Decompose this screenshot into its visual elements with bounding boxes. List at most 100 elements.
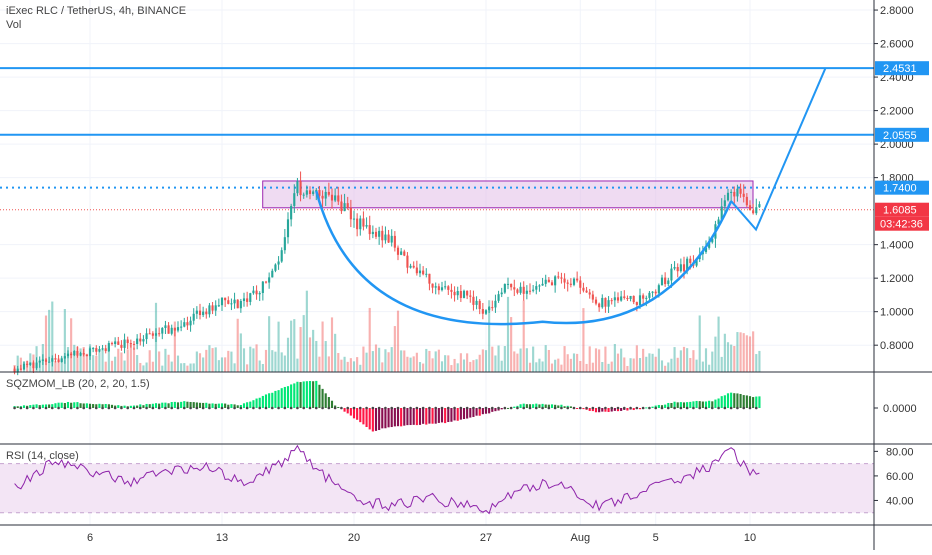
time-tick-label: Aug [570, 532, 590, 544]
squeeze-dot [44, 406, 48, 410]
volume-bar [246, 364, 249, 372]
volume-bar [409, 357, 412, 372]
candle-body [686, 258, 689, 272]
candle-body [324, 191, 327, 199]
candle-body [63, 356, 66, 359]
momentum-bar [189, 401, 192, 408]
momentum-bar [315, 380, 318, 408]
volume-bar [255, 344, 258, 372]
momentum-bar [755, 396, 758, 408]
squeeze-dot [113, 406, 117, 410]
volume-bar [271, 350, 274, 372]
volume-bar [274, 351, 277, 372]
volume-bar [224, 357, 227, 372]
candle-body [528, 290, 532, 292]
volume-bar [66, 347, 70, 372]
volume-bar [104, 361, 107, 372]
momentum-bar [145, 403, 148, 408]
momentum-bar [739, 393, 742, 408]
squeeze-dot [340, 406, 343, 410]
volume-bar [415, 352, 418, 372]
momentum-bar [312, 381, 315, 408]
momentum-bar [378, 408, 381, 431]
squeeze-dot [126, 406, 130, 410]
squeeze-dot [629, 406, 632, 410]
squeeze-dot [132, 406, 136, 410]
candle-body [579, 280, 582, 288]
candle-body [538, 285, 541, 287]
volume-bar [95, 355, 98, 372]
squeeze-dot [82, 406, 86, 410]
momentum-bar [541, 403, 544, 408]
squeeze-dot [541, 406, 544, 410]
volume-bar [601, 362, 604, 372]
candle-body [48, 361, 51, 363]
momentum-bar [466, 408, 469, 419]
candle-body [711, 238, 714, 243]
momentum-bar [387, 408, 390, 428]
candle-body [726, 192, 730, 201]
momentum-bar [302, 381, 305, 408]
momentum-bar [261, 395, 264, 408]
cup-curve [315, 190, 733, 326]
momentum-bar [148, 404, 151, 408]
candle-body [582, 287, 585, 291]
volume-bar [220, 357, 224, 372]
candle-body [13, 368, 16, 373]
momentum-bar [101, 404, 104, 408]
volume-bar [481, 349, 484, 372]
candle-body [704, 247, 708, 253]
squeeze-dot [585, 406, 588, 410]
momentum-bar [239, 404, 242, 408]
momentum-bar [594, 408, 598, 413]
squeeze-dot [63, 406, 67, 410]
momentum-bar [500, 408, 503, 410]
squeeze-dot [76, 406, 79, 410]
candle-body [403, 251, 406, 256]
momentum-bar [704, 401, 708, 408]
volume-bar [440, 361, 444, 372]
momentum-bar [362, 408, 365, 425]
momentum-bar [758, 396, 761, 408]
momentum-bar [425, 408, 428, 425]
momentum-bar [406, 408, 409, 426]
candle-body [503, 284, 506, 293]
volume-bar [711, 351, 714, 372]
candle-body [638, 295, 642, 306]
momentum-bar [381, 408, 384, 429]
momentum-bar [440, 408, 444, 423]
candle-body [230, 303, 233, 305]
momentum-bar [736, 393, 739, 408]
squeeze-dot [472, 406, 475, 410]
momentum-bar [632, 408, 635, 411]
squeeze-dot [333, 406, 337, 410]
momentum-bar [626, 408, 629, 411]
momentum-bar [154, 403, 158, 408]
momentum-bar [723, 395, 726, 408]
countdown-tag-label: 03:42:36 [880, 219, 923, 231]
price-tick-label: 1.2000 [880, 273, 914, 285]
volume-bar [557, 358, 560, 372]
candle-body [337, 195, 340, 202]
candle-body [588, 292, 591, 295]
momentum-bar [550, 404, 554, 408]
squeeze-dot [107, 406, 111, 410]
pattern-layer [315, 67, 827, 326]
momentum-bar [698, 401, 701, 408]
candles-layer [13, 171, 761, 376]
squeeze-dot [742, 406, 746, 410]
squeeze-dot [723, 406, 727, 410]
volume-layer [13, 290, 761, 372]
rsi-layer [0, 444, 874, 515]
volume-bar [566, 354, 569, 372]
volume-bar [450, 365, 453, 372]
volume-bar [726, 342, 730, 372]
volume-bar [745, 335, 748, 372]
candle-body [154, 333, 158, 336]
squeeze-dot [736, 406, 739, 410]
volume-bar [525, 348, 528, 372]
squeeze-dot [57, 406, 60, 410]
momentum-bar [434, 408, 437, 424]
volume-bar [755, 354, 758, 372]
